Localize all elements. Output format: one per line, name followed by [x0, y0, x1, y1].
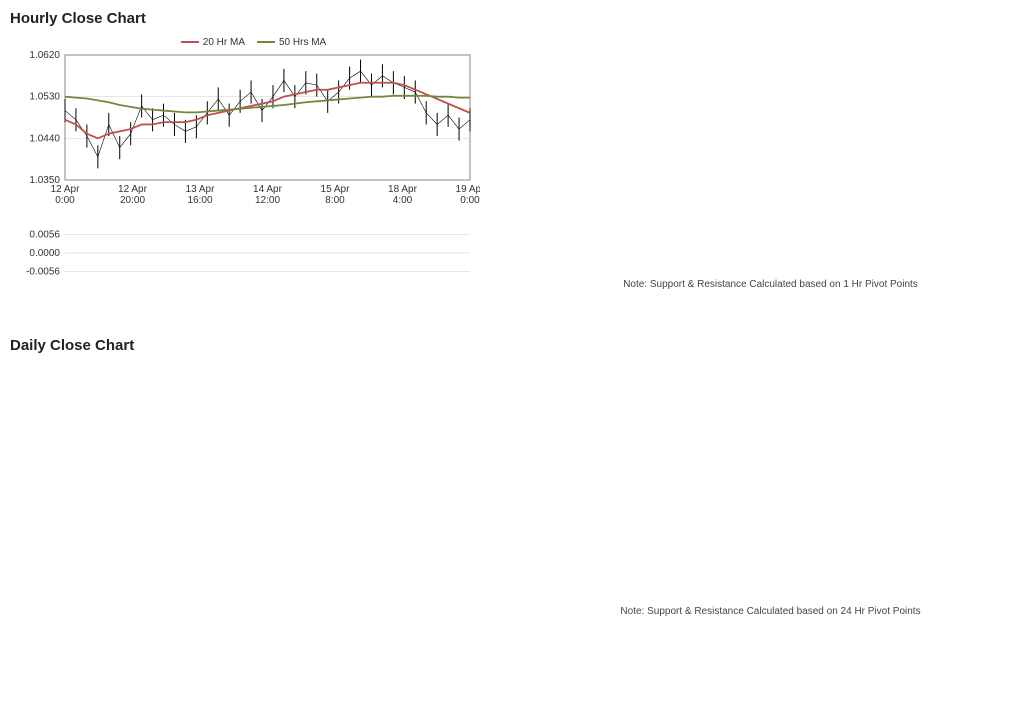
svg-text:0.0056: 0.0056	[29, 229, 60, 240]
daily-sr-note: Note: Support & Resistance Calculated ba…	[527, 606, 1014, 617]
hourly-sr-note: Note: Support & Resistance Calculated ba…	[527, 279, 1014, 290]
hourly-main-chart: 1.03501.04401.05301.062012 Apr0:0012 Apr…	[10, 50, 497, 210]
svg-text:18 Apr4:00: 18 Apr4:00	[388, 184, 418, 206]
svg-text:12 Apr0:00: 12 Apr0:00	[51, 184, 81, 206]
svg-text:-0.0056: -0.0056	[26, 266, 60, 277]
svg-text:14 Apr12:00: 14 Apr12:00	[253, 184, 283, 206]
daily-section: Daily Close Chart Note: Support & Resist…	[10, 337, 1014, 631]
svg-text:15 Apr8:00: 15 Apr8:00	[321, 184, 351, 206]
legend-item: 20 Hr MA	[181, 37, 245, 48]
legend-item: 50 Hrs MA	[257, 37, 326, 48]
hourly-sr-chart	[527, 33, 1014, 273]
daily-main-chart	[10, 364, 497, 524]
hourly-title: Hourly Close Chart	[10, 10, 1014, 27]
svg-text:12 Apr20:00: 12 Apr20:00	[118, 184, 148, 206]
daily-sr-chart	[527, 360, 1014, 600]
svg-text:1.0530: 1.0530	[29, 91, 60, 102]
hourly-main-legend: 20 Hr MA 50 Hrs MA	[10, 35, 497, 48]
svg-text:0.0000: 0.0000	[29, 248, 60, 259]
hourly-section: Hourly Close Chart 20 Hr MA 50 Hrs MA 1.0…	[10, 10, 1014, 317]
daily-title: Daily Close Chart	[10, 337, 1014, 354]
svg-text:19 Apr0:00: 19 Apr0:00	[456, 184, 480, 206]
svg-text:1.0440: 1.0440	[29, 133, 60, 144]
hourly-macd-chart: -0.0056 0.0000 0.0056	[10, 218, 497, 313]
svg-text:13 Apr16:00: 13 Apr16:00	[186, 184, 216, 206]
svg-text:1.0620: 1.0620	[29, 50, 60, 61]
daily-macd-chart	[10, 532, 497, 627]
